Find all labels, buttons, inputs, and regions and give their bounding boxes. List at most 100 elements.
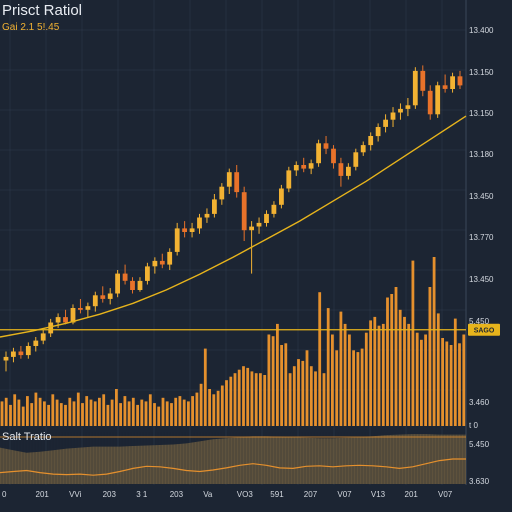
candle-body: [55, 317, 61, 323]
grid: [0, 0, 467, 485]
time-axis: 0 201 VVi 203 3 1 203 Va VO3 591 207 V07 V13 201 V07: [2, 490, 453, 499]
candle-body: [167, 251, 173, 265]
volume-bar: [225, 380, 228, 426]
candle-body: [115, 273, 120, 294]
time-axis-label: VO3: [237, 490, 254, 499]
candle-body: [271, 204, 277, 214]
candle-body: [33, 340, 39, 346]
volume-bar: [229, 376, 233, 426]
candle-body: [249, 226, 254, 231]
candle-body: [316, 143, 321, 164]
indicator-title: Salt Tratio: [2, 431, 52, 443]
candle-body: [293, 165, 299, 171]
volume-bar: [212, 394, 216, 426]
volume-bar: [220, 385, 224, 426]
volume-bar: [144, 401, 148, 426]
volume-bar: [449, 345, 453, 426]
volume-bar: [136, 404, 139, 426]
time-axis-label: 201: [405, 490, 419, 499]
candle-body: [338, 163, 344, 176]
volume-bar: [415, 332, 419, 426]
volume-bar: [237, 369, 241, 426]
candle-body: [323, 143, 329, 149]
candle-body: [3, 356, 9, 361]
volume-bar: [242, 366, 245, 426]
volume-bar: [381, 323, 385, 426]
candle-body: [308, 163, 314, 169]
time-axis-label: V07: [438, 490, 453, 499]
volume-bar: [140, 399, 144, 426]
price-tag: [468, 323, 500, 336]
volume-bar: [13, 394, 17, 426]
volume-bar: [43, 401, 46, 426]
candle-body: [226, 172, 232, 187]
volume-bar: [93, 401, 97, 426]
volume-bar: [34, 392, 38, 426]
chart-subtitle: Gai 2.1 5!.45: [2, 22, 60, 33]
price-axis-label: 13.770: [469, 233, 494, 242]
candle-body: [48, 322, 54, 334]
candle-body: [286, 170, 292, 189]
chart-title: Prisct Ratiol: [2, 2, 82, 19]
volume-bar: [161, 397, 165, 426]
candle-body: [219, 186, 225, 200]
volume-bar: [335, 350, 339, 426]
volume-bar: [106, 404, 110, 426]
candle-body: [122, 273, 128, 281]
price-axis-label: 13.150: [469, 68, 494, 77]
volume-bar: [182, 399, 186, 426]
candle-body: [383, 119, 388, 127]
volume-bar: [309, 366, 313, 426]
volume-bar: [199, 383, 203, 426]
volume-bar: [305, 350, 309, 426]
volume-bar: [364, 332, 368, 426]
time-axis-label: 207: [304, 490, 318, 499]
price-axis: 13.400 13.150 13.150 13.180 13.450 13.770 13.4…: [469, 26, 494, 486]
volume-bar: [0, 401, 4, 426]
candle-body: [420, 70, 426, 91]
candle-body: [360, 145, 366, 153]
volume-bar: [17, 399, 21, 426]
volume-bar: [276, 323, 279, 426]
volume-bar: [26, 396, 29, 426]
volume-bar: [131, 397, 135, 426]
volume-bar: [352, 350, 355, 426]
volume-bar: [407, 323, 411, 426]
volume-bar: [314, 371, 317, 426]
candle-body: [301, 165, 307, 169]
volume-bar: [301, 360, 305, 426]
volume-bar: [89, 399, 93, 426]
volume-bar: [432, 257, 436, 426]
volume-bar: [157, 406, 161, 426]
candle-body: [130, 280, 135, 290]
price-axis-label: 5.450: [469, 317, 490, 326]
volume-bar: [445, 341, 449, 426]
candle-body: [18, 351, 24, 356]
candle-body: [435, 85, 441, 115]
candle-body: [241, 192, 247, 231]
volume-bar: [369, 320, 372, 426]
indicator-panel: [0, 432, 466, 484]
volume-bar: [38, 397, 42, 426]
candle-body: [450, 76, 455, 89]
volume-bar: [339, 311, 343, 426]
volume-bar: [64, 404, 67, 426]
indicator-axis-label: 3.630: [469, 477, 490, 486]
volume-bars: [0, 257, 466, 426]
volume-bar: [9, 404, 12, 426]
volume-bar: [115, 389, 118, 426]
candle-body: [189, 228, 195, 232]
volume-bar: [76, 392, 80, 426]
volume-bar: [424, 334, 427, 426]
volume-bar: [59, 403, 63, 426]
volume-bar: [458, 343, 461, 426]
volume-bar: [403, 316, 406, 426]
volume-bar: [102, 394, 106, 426]
volume-bar: [453, 318, 457, 426]
candle-body: [40, 333, 46, 341]
volume-bar: [386, 297, 389, 426]
volume-bar: [394, 287, 398, 426]
